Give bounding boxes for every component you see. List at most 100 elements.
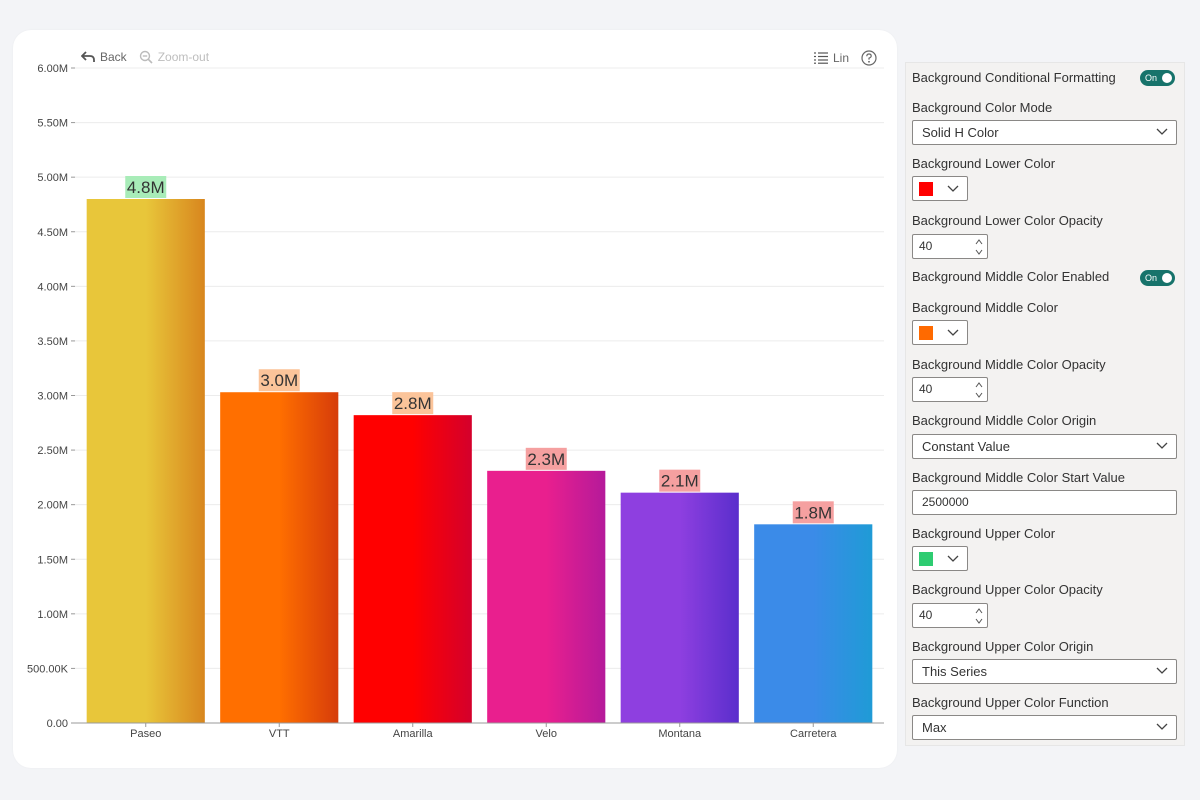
chart-card: Back Zoom-out Lin [13, 30, 897, 768]
bg-upper-origin-dropdown[interactable]: This Series [912, 659, 1177, 684]
spinner-value: 40 [919, 608, 933, 622]
toggle-text: On [1145, 73, 1158, 83]
x-tick-label: VTT [269, 728, 290, 740]
x-tick-label: Carretera [790, 728, 837, 740]
bar-velo[interactable] [487, 470, 606, 723]
bg-middle-origin-label: Background Middle Color Origin [912, 413, 1097, 428]
data-label: 2.3M [527, 450, 565, 469]
spinner-value: 40 [919, 382, 933, 396]
bg-color-mode-label: Background Color Mode [912, 100, 1053, 115]
y-tick-label: 4.50M [37, 227, 68, 239]
chevron-down-icon [1156, 723, 1168, 730]
input-value: 2500000 [922, 495, 969, 509]
data-label-background [392, 392, 434, 415]
y-tick-label: 500.00K [27, 663, 69, 675]
y-axis-ticks: 0.00 500.00K 1.00M 1.50M 2.00M 2.50M 3.00M 3.50… [27, 63, 75, 730]
bg-upper-opacity-label: Background Upper Color Opacity [912, 582, 1103, 597]
chart-toolbar-left: Back Zoom-out [81, 50, 209, 64]
data-label-background [125, 176, 167, 198]
x-tick-label: Paseo [130, 728, 161, 740]
bg-lower-color-picker[interactable] [912, 176, 968, 201]
y-tick-label: 3.50M [37, 336, 68, 348]
chevron-down-icon [1156, 128, 1168, 135]
bar-vtt[interactable] [220, 392, 339, 723]
bg-lower-color-label: Background Lower Color [912, 156, 1056, 171]
spinner-value: 40 [919, 239, 933, 253]
chart-toolbar-right: Lin [813, 50, 877, 66]
help-button[interactable] [861, 50, 877, 66]
bg-lower-opacity-input[interactable]: 40 [912, 234, 988, 259]
bg-conditional-formatting-toggle[interactable]: On [1140, 70, 1175, 86]
x-tick-label: Velo [536, 728, 557, 740]
y-tick-label: 1.50M [37, 554, 68, 566]
spinner-arrows-icon[interactable] [974, 380, 984, 400]
data-labels: 4.8M 3.0M 2.8M 2.3M 2.1M 1.8M [125, 176, 834, 524]
help-icon [861, 50, 877, 66]
chevron-down-icon [1156, 442, 1168, 449]
x-axis-ticks: Paseo VTT Amarilla Velo Montana Carretera [75, 722, 884, 740]
zoom-out-button[interactable]: Zoom-out [139, 50, 209, 64]
bg-middle-enabled-label: Background Middle Color Enabled [912, 269, 1110, 284]
y-tick-label: 1.00M [37, 609, 68, 621]
bg-middle-color-picker[interactable] [912, 320, 968, 345]
bg-upper-function-dropdown[interactable]: Max [912, 715, 1177, 740]
bg-color-mode-dropdown[interactable]: Solid H Color [912, 120, 1177, 145]
bar-carretera[interactable] [754, 524, 873, 723]
gridlines [75, 67, 884, 669]
chevron-down-icon [947, 329, 959, 336]
data-label: 2.1M [661, 472, 699, 491]
bar-amarilla[interactable] [353, 415, 472, 723]
list-icon [813, 52, 828, 64]
dropdown-value: Max [922, 720, 947, 735]
scale-label: Lin [832, 51, 849, 65]
spinner-arrows-icon[interactable] [974, 237, 984, 257]
data-label-background [792, 501, 834, 524]
bg-middle-origin-dropdown[interactable]: Constant Value [912, 434, 1177, 459]
bg-middle-opacity-label: Background Middle Color Opacity [912, 357, 1106, 372]
color-swatch [919, 552, 933, 566]
dropdown-value: Solid H Color [922, 125, 999, 140]
bg-lower-opacity-label: Background Lower Color Opacity [912, 213, 1103, 228]
back-button[interactable]: Back [81, 50, 127, 64]
data-label-background [258, 369, 300, 392]
bg-middle-opacity-input[interactable]: 40 [912, 377, 988, 402]
zoom-out-icon [139, 50, 153, 64]
y-tick-label: 6.00M [37, 63, 68, 75]
toggle-text: On [1145, 273, 1158, 283]
data-label: 2.8M [394, 394, 432, 413]
bg-upper-color-label: Background Upper Color [912, 526, 1056, 541]
y-tick-label: 3.00M [37, 391, 68, 403]
data-label: 4.8M [127, 178, 165, 197]
bar-paseo[interactable] [86, 199, 205, 723]
bar-montana[interactable] [620, 492, 739, 723]
back-arrow-icon [81, 51, 95, 62]
bg-upper-color-picker[interactable] [912, 546, 968, 571]
bg-upper-opacity-input[interactable]: 40 [912, 603, 988, 628]
bg-upper-function-label: Background Upper Color Function [912, 695, 1109, 710]
chevron-down-icon [1156, 667, 1168, 674]
data-label: 3.0M [260, 371, 298, 390]
bg-middle-enabled-toggle[interactable]: On [1140, 270, 1175, 286]
data-label: 1.8M [794, 503, 832, 522]
y-tick-label: 5.00M [37, 172, 68, 184]
bg-middle-start-input[interactable]: 2500000 [912, 490, 1177, 515]
y-tick-label: 2.00M [37, 500, 68, 512]
scale-toggle-button[interactable]: Lin [813, 51, 849, 65]
x-tick-label: Amarilla [393, 728, 434, 740]
color-swatch [919, 326, 933, 340]
bg-upper-origin-label: Background Upper Color Origin [912, 639, 1094, 654]
bars [86, 199, 873, 723]
y-tick-label: 4.00M [37, 281, 68, 293]
data-label-background [659, 469, 701, 492]
data-label-background [525, 447, 567, 470]
bg-middle-color-label: Background Middle Color [912, 300, 1058, 315]
spinner-arrows-icon[interactable] [974, 606, 984, 626]
y-tick-label: 0.00 [47, 718, 68, 730]
y-tick-label: 5.50M [37, 118, 68, 130]
color-swatch [919, 182, 933, 196]
bg-middle-start-label: Background Middle Color Start Value [912, 470, 1125, 485]
format-panel: Background Conditional Formatting On Bac… [905, 62, 1185, 746]
zoom-out-label: Zoom-out [157, 50, 210, 64]
dropdown-value: Constant Value [922, 439, 1010, 454]
back-label: Back [100, 50, 127, 64]
